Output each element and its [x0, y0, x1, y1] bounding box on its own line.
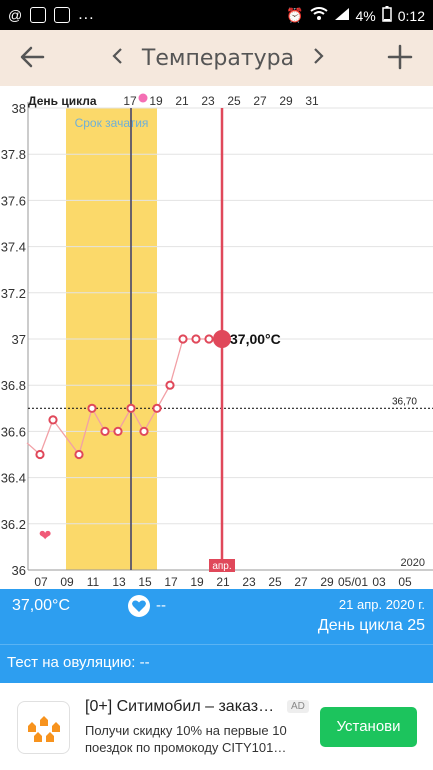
cycle-day-tick: 25 [227, 94, 241, 108]
alarm-icon: ⏰ [286, 7, 304, 23]
y-tick-label: 36 [12, 563, 26, 578]
temperature-point [191, 334, 201, 344]
date-tick-label: 05/01 [338, 575, 368, 586]
sex-toggle[interactable] [128, 595, 150, 617]
instagram-icon [30, 7, 47, 23]
info-bar: 37,00°C -- 21 апр. 2020 г. День цикла 25 [0, 589, 433, 644]
temperature-point [87, 403, 97, 413]
signal-icon [334, 7, 350, 24]
battery-percent: 4% [355, 7, 376, 24]
cycle-day-tick: 19 [149, 94, 163, 108]
date-tick-label: 19 [190, 575, 204, 586]
y-tick-label: 37.6 [1, 193, 26, 208]
ad-banner[interactable]: [0+] Ситимобил – заказ… AD Получи скидку… [0, 684, 433, 770]
install-button[interactable]: Установи [320, 707, 417, 747]
more-notifications: ... [78, 6, 95, 23]
page-title: Температура [141, 45, 295, 71]
temperature-point [35, 449, 45, 460]
date-tick-label: 27 [294, 575, 308, 586]
date-tick-label: 13 [112, 575, 126, 586]
temperature-point [100, 426, 110, 436]
wifi-icon [309, 7, 328, 24]
title-switcher: Температура [108, 40, 328, 76]
date-tick-label: 09 [60, 575, 74, 586]
cycle-day-tick: 23 [201, 94, 215, 108]
y-tick-label: 36.8 [1, 378, 26, 393]
temperature-point [48, 415, 58, 425]
back-button[interactable] [18, 42, 48, 72]
year-label: 2020 [401, 557, 425, 569]
ovulation-test-label: Тест на овуляцию: -- [7, 654, 150, 671]
date-tick-label: 03 [372, 575, 386, 586]
chevron-right-icon[interactable] [310, 46, 328, 71]
y-tick-label: 37.2 [1, 286, 26, 301]
month-badge [209, 559, 235, 572]
sex-value: -- [156, 597, 166, 614]
battery-icon [382, 6, 392, 25]
temperature-point [165, 380, 175, 390]
selected-value-label: 37,00°C [230, 331, 281, 347]
coverline-label: 36,70 [392, 396, 417, 407]
ad-app-logo[interactable] [17, 701, 70, 754]
month-label: апр. [212, 561, 231, 572]
clock: 0:12 [397, 7, 425, 24]
chart-svg[interactable]: Срок зачатия 38 37.8 37.6 37.4 37.2 37 36.8 36.6… [0, 86, 433, 589]
selected-temperature: 37,00°C [12, 597, 70, 614]
y-tick-label: 36.4 [1, 471, 26, 486]
date-tick-label: 05 [398, 575, 412, 586]
cycle-day-tick: 17 [123, 94, 137, 108]
selected-date: 21 апр. 2020 г. [338, 597, 425, 612]
date-tick-label: 11 [87, 575, 100, 586]
cycle-day-tick: 29 [279, 94, 293, 108]
app-bar: Температура [0, 30, 433, 86]
y-tick-label: 36.6 [1, 424, 26, 439]
ovulation-marker-icon [138, 93, 148, 103]
y-tick-label: 37.8 [1, 147, 26, 162]
cycle-day-axis-label: День цикла [28, 94, 97, 108]
date-tick-label: 23 [242, 575, 256, 586]
date-tick-label: 29 [320, 575, 334, 586]
temperature-point [139, 426, 149, 436]
date-tick-label: 21 [216, 575, 230, 586]
cycle-day-tick: 21 [175, 94, 189, 108]
date-tick-label: 25 [268, 575, 282, 586]
ad-description: Получи скидку 10% на первые 10 поездок п… [85, 723, 287, 755]
heart-marker-icon: ❤ [39, 526, 52, 544]
temperature-point [113, 426, 123, 436]
temperature-chart[interactable]: Срок зачатия 38 37.8 37.6 37.4 37.2 37 36.8 36.6… [0, 86, 433, 589]
y-tick-label: 37 [12, 332, 26, 347]
heart-icon [132, 600, 146, 612]
plus-icon [387, 44, 413, 70]
ad-badge: AD [287, 700, 309, 713]
add-button[interactable] [385, 42, 415, 72]
ovulation-test-row[interactable]: Тест на овуляцию: -- [0, 644, 433, 683]
y-tick-label: 37.4 [1, 240, 26, 255]
date-tick-label: 07 [34, 575, 48, 586]
selected-point [213, 330, 231, 348]
temperature-point [126, 403, 136, 413]
citymobil-logo-icon [28, 716, 60, 742]
cycle-day: День цикла 25 [317, 617, 425, 634]
chevron-left-icon[interactable] [108, 46, 126, 71]
arrow-left-icon [20, 46, 45, 68]
status-bar: @ ... ⏰ 4% 0:12 [0, 0, 433, 30]
temperature-point [74, 449, 84, 460]
date-tick-label: 15 [138, 575, 152, 586]
y-tick-label: 38 [12, 101, 26, 116]
temperature-point [178, 334, 188, 344]
cycle-day-tick: 27 [253, 94, 267, 108]
cycle-day-tick: 31 [305, 94, 319, 108]
image-icon [54, 7, 71, 23]
temperature-point [152, 403, 162, 413]
conception-label: Срок зачатия [75, 116, 149, 130]
date-tick-label: 17 [164, 575, 178, 586]
y-tick-label: 36.2 [1, 517, 26, 532]
at-icon: @ [8, 7, 23, 23]
temperature-point [204, 334, 214, 344]
ad-title[interactable]: [0+] Ситимобил – заказ… [85, 698, 275, 715]
